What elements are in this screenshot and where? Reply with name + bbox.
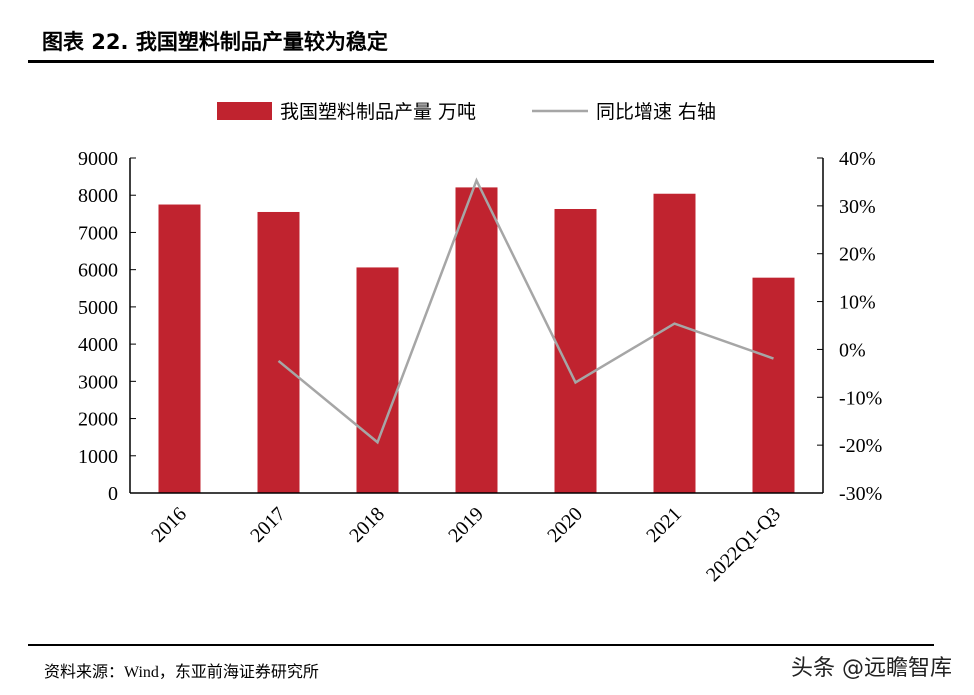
left-tick-label: 0 xyxy=(108,483,118,505)
legend-bar-label: 我国塑料制品产量 万吨 xyxy=(280,101,476,123)
bar-2017 xyxy=(257,211,300,493)
footer-rule xyxy=(28,644,934,646)
right-tick-label: -10% xyxy=(839,387,882,409)
left-tick-label: 7000 xyxy=(78,222,118,244)
left-tick-label: 6000 xyxy=(78,260,118,282)
right-tick-label: 10% xyxy=(839,292,876,314)
x-tick-label: 2016 xyxy=(147,503,191,547)
figure-title: 图表 22. 我国塑料制品产量较为稳定 xyxy=(42,30,388,54)
right-tick-label: 40% xyxy=(839,148,876,170)
bar-2016 xyxy=(158,204,201,493)
x-tick-label: 2019 xyxy=(444,503,488,547)
title-rule xyxy=(28,60,934,63)
legend-bar-swatch xyxy=(217,102,272,120)
bar-2019 xyxy=(455,187,498,493)
left-tick-label: 2000 xyxy=(78,409,118,431)
legend-line-label: 同比增速 右轴 xyxy=(596,101,716,123)
bar-2022Q1-Q3 xyxy=(752,277,795,493)
left-tick-label: 8000 xyxy=(78,185,118,207)
right-tick-label: 30% xyxy=(839,196,876,218)
growth-line xyxy=(277,177,774,445)
x-tick-label: 2022Q1-Q3 xyxy=(702,503,785,586)
left-tick-label: 5000 xyxy=(78,297,118,319)
x-tick-label: 2018 xyxy=(345,503,389,547)
right-tick-label: -20% xyxy=(839,435,882,457)
left-tick-label: 9000 xyxy=(78,148,118,170)
x-tick-label: 2020 xyxy=(543,503,587,547)
right-tick-label: 0% xyxy=(839,339,866,361)
right-tick-label: -30% xyxy=(839,483,882,505)
watermark: 头条 @远瞻智库 xyxy=(791,656,952,681)
source-note: 资料来源：Wind，东亚前海证券研究所 xyxy=(44,664,319,681)
bar-2020 xyxy=(554,208,597,493)
bar-2018 xyxy=(356,267,399,493)
left-tick-label: 3000 xyxy=(78,371,118,393)
x-tick-label: 2017 xyxy=(246,503,290,547)
right-tick-label: 20% xyxy=(839,244,876,266)
bar-2021 xyxy=(653,193,696,493)
left-tick-label: 4000 xyxy=(78,334,118,356)
left-tick-label: 1000 xyxy=(78,446,118,468)
x-tick-label: 2021 xyxy=(642,503,686,547)
